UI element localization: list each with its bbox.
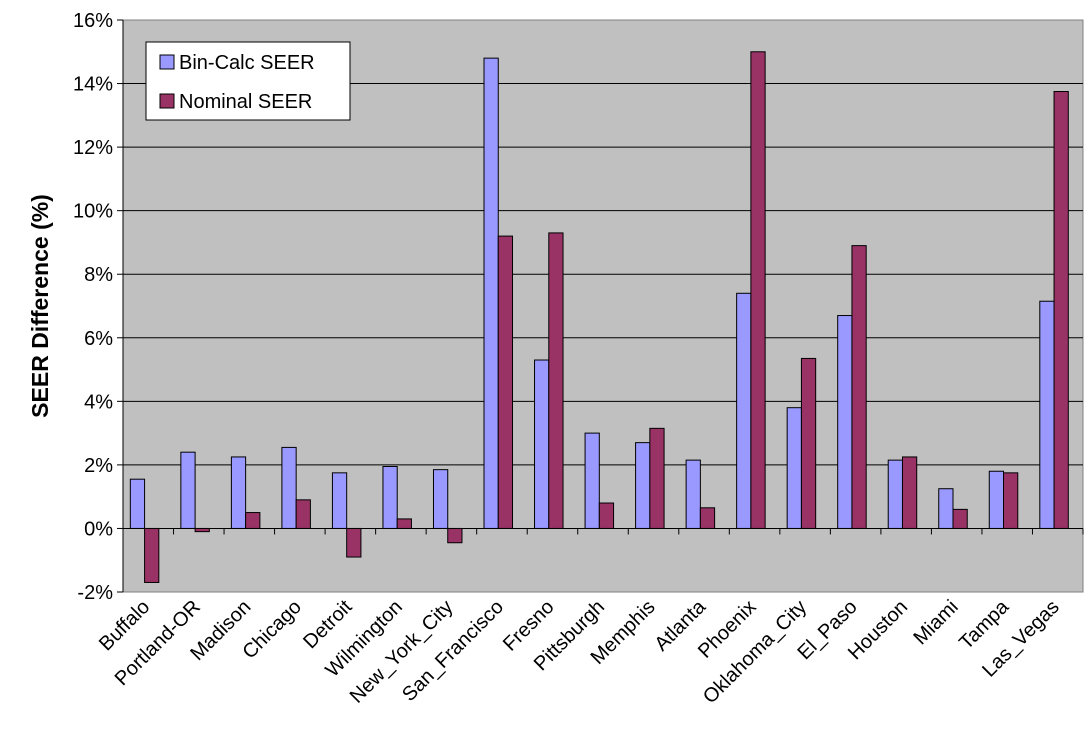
bar-nominal-oklahoma_city [800, 357, 817, 529]
y-tick-label: 4% [84, 391, 113, 413]
bar-bin-calc-detroit [331, 472, 348, 529]
legend-swatch-bin-calc [159, 54, 175, 70]
bar-nominal-houston [901, 456, 918, 529]
bar-bin-calc-tampa [988, 470, 1005, 529]
bar-nominal-chicago [295, 499, 311, 529]
legend-swatch-nominal [159, 93, 175, 109]
x-tick-label: Miami [909, 596, 962, 649]
legend-label-bin-calc: Bin-Calc SEER [179, 52, 315, 74]
y-tick-label: 6% [84, 328, 113, 350]
bar-bin-calc-pittsburgh [584, 432, 600, 529]
bar-nominal-san_francisco [497, 235, 514, 529]
bar-bin-calc-chicago [281, 446, 297, 529]
bar-bin-calc-atlanta [685, 459, 701, 529]
y-tick-label: 0% [84, 518, 113, 540]
bar-bin-calc-buffalo [129, 478, 146, 529]
legend-box [145, 41, 351, 121]
bar-nominal-memphis [649, 427, 665, 529]
bar-nominal-new_york_city [447, 527, 463, 544]
legend: Bin-Calc SEER Nominal SEER [145, 41, 351, 121]
bar-bin-calc-houston [887, 459, 903, 529]
y-tick-label: 10% [73, 201, 113, 223]
bar-bin-calc-memphis [635, 442, 651, 529]
y-axis-label: SEER Difference (%) [27, 194, 53, 418]
y-tick-label: 12% [73, 137, 113, 159]
y-tick-label: 2% [84, 455, 113, 477]
y-tick-label: -2% [77, 582, 113, 604]
bar-nominal-fresno [548, 232, 564, 529]
legend-label-nominal: Nominal SEER [179, 91, 312, 113]
bar-bin-calc-miami [938, 488, 954, 529]
bar-bin-calc-portland-or [180, 451, 196, 529]
y-tick-label: 8% [84, 264, 113, 286]
bar-bin-calc-wilmington [382, 465, 398, 529]
bar-nominal-madison [245, 512, 261, 529]
y-tick-label: 16% [73, 10, 113, 32]
bar-nominal-miami [952, 508, 968, 529]
bar-bin-calc-new_york_city [432, 469, 449, 529]
bar-bin-calc-fresno [534, 359, 550, 529]
bar-bin-calc-san_francisco [483, 57, 499, 529]
bar-nominal-atlanta [699, 507, 716, 529]
bar-nominal-phoenix [750, 51, 766, 529]
bar-bin-calc-madison [230, 456, 247, 529]
y-axis: -2% 0% 2% 4% 6% 8% 10% 12% 14% 16% [73, 10, 124, 604]
bar-bin-calc-phoenix [736, 292, 752, 529]
bar-nominal-tampa [1003, 472, 1019, 529]
bar-nominal-el_paso [851, 245, 867, 529]
bar-nominal-detroit [346, 527, 362, 558]
y-tick-label: 14% [73, 74, 113, 96]
bar-nominal-wilmington [396, 518, 412, 529]
bar-bin-calc-el_paso [837, 315, 853, 529]
bar-nominal-las_vegas [1053, 91, 1069, 529]
bar-bin-calc-las_vegas [1039, 300, 1055, 529]
bar-nominal-buffalo [144, 527, 160, 583]
bar-nominal-pittsburgh [598, 502, 615, 529]
bar-bin-calc-oklahoma_city [786, 407, 802, 529]
